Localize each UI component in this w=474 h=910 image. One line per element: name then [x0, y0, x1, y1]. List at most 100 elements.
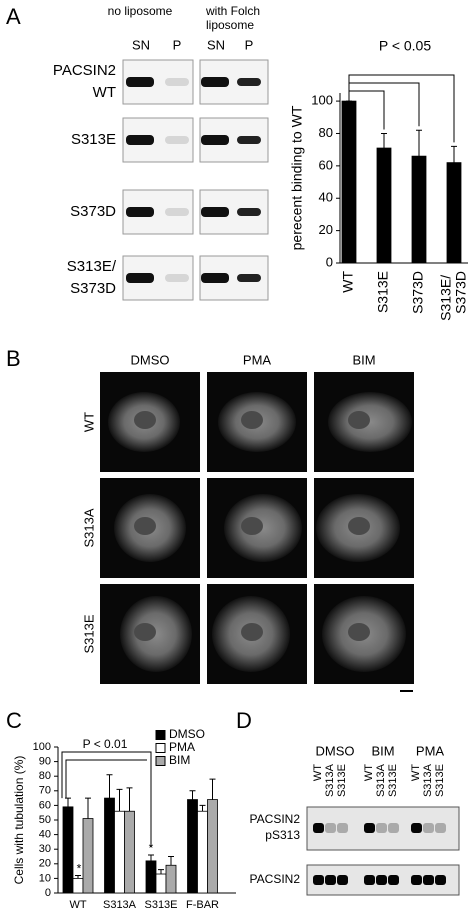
condition-label: liposome — [206, 18, 254, 32]
cell — [328, 392, 412, 452]
annotation: P < 0.05 — [379, 38, 432, 54]
lane-label: S313E — [336, 764, 348, 797]
panel-label: A — [6, 4, 21, 29]
gel-band — [201, 135, 229, 145]
nucleus — [348, 623, 370, 641]
y-tick-label: 50 — [39, 814, 51, 826]
gel-band — [237, 136, 261, 144]
x-tick-label: S313E/ S373D — [437, 271, 468, 321]
lane-label: S313A — [324, 763, 336, 797]
bar — [187, 799, 198, 894]
error-bar — [106, 774, 113, 799]
nucleus — [241, 517, 263, 535]
gel-band — [165, 208, 189, 216]
lane-label: P — [245, 37, 254, 52]
group-label: PMA — [416, 743, 445, 758]
legend-swatch — [155, 743, 166, 753]
lane-label: P — [173, 37, 182, 52]
panel-label: D — [236, 708, 252, 733]
significance-marker: * — [77, 862, 82, 876]
y-tick-label: 100 — [33, 741, 51, 753]
bar — [165, 864, 177, 894]
bar — [207, 799, 218, 894]
y-tick-label: 60 — [39, 799, 51, 811]
y-tick-label: 30 — [39, 843, 51, 855]
gel-band — [237, 274, 261, 282]
error-bar — [168, 856, 174, 866]
bar — [341, 100, 357, 264]
lane-label: SN — [132, 37, 150, 52]
blot-band — [337, 875, 348, 885]
nucleus — [241, 411, 263, 429]
bar — [62, 806, 74, 894]
row-label: S373D — [70, 280, 116, 297]
y-tick-label: 40 — [319, 190, 333, 205]
gel-band — [201, 207, 229, 217]
blot-band — [376, 823, 387, 833]
row-label: S313E — [81, 614, 96, 653]
blot-band — [376, 875, 387, 885]
blot-band — [364, 823, 375, 833]
error-bar — [158, 869, 164, 875]
error-bar — [451, 145, 457, 163]
blot-band — [325, 875, 336, 885]
lane-label: S313E — [434, 764, 446, 797]
bar — [197, 810, 208, 894]
blot-band — [313, 823, 324, 833]
error-bar — [65, 797, 71, 807]
y-tick-label: 80 — [39, 770, 51, 782]
panel-label: B — [6, 346, 21, 371]
group-label: BIM — [371, 743, 394, 758]
row-label: WT — [93, 84, 116, 101]
legend-label: DMSO — [169, 727, 205, 741]
gel-band — [126, 77, 154, 87]
lane-label: WT — [363, 764, 375, 781]
nucleus — [134, 517, 156, 535]
nucleus — [241, 623, 263, 641]
error-bar — [381, 132, 387, 149]
error-bar — [148, 854, 154, 861]
blot-band — [325, 823, 336, 833]
legend-swatch — [155, 730, 166, 740]
blot-band — [411, 823, 422, 833]
row-label: PACSIN2 — [53, 62, 116, 79]
annotation: P < 0.01 — [83, 737, 128, 751]
gel-band — [165, 78, 189, 86]
group-label: DMSO — [316, 743, 355, 758]
column-label: DMSO — [131, 352, 170, 367]
legend-label: BIM — [169, 753, 190, 767]
y-tick-label: 70 — [39, 785, 51, 797]
nucleus — [134, 411, 156, 429]
blot-band — [423, 875, 434, 885]
nucleus — [134, 623, 156, 641]
significance-marker: * — [149, 841, 154, 855]
bar — [155, 873, 167, 894]
lane-label: SN — [207, 37, 225, 52]
row-label: PACSIN2 — [250, 812, 301, 826]
error-bar — [416, 129, 422, 157]
x-tick-label: WT — [340, 271, 356, 293]
x-tick-label: S313A — [103, 899, 137, 910]
condition-label: no liposome — [108, 4, 173, 18]
cell — [120, 596, 192, 672]
y-tick-label: 0 — [326, 254, 333, 269]
gel-band — [165, 274, 189, 282]
y-tick-label: 60 — [319, 157, 333, 172]
row-label: WT — [81, 412, 96, 432]
lane-label: WT — [410, 764, 422, 781]
lane-label: WT — [312, 764, 324, 781]
significance-bracket — [61, 751, 152, 848]
nucleus — [348, 517, 370, 535]
gel-band — [165, 136, 189, 144]
lane-label: S313A — [375, 763, 387, 797]
y-tick-label: 0 — [45, 887, 51, 899]
bar — [72, 878, 84, 894]
y-tick-label: 100 — [311, 93, 333, 108]
error-bar — [116, 788, 123, 812]
error-bar — [189, 790, 196, 800]
blot-band — [388, 875, 399, 885]
legend-swatch — [155, 756, 166, 766]
row-label: S313A — [81, 508, 96, 547]
cell — [224, 494, 302, 562]
